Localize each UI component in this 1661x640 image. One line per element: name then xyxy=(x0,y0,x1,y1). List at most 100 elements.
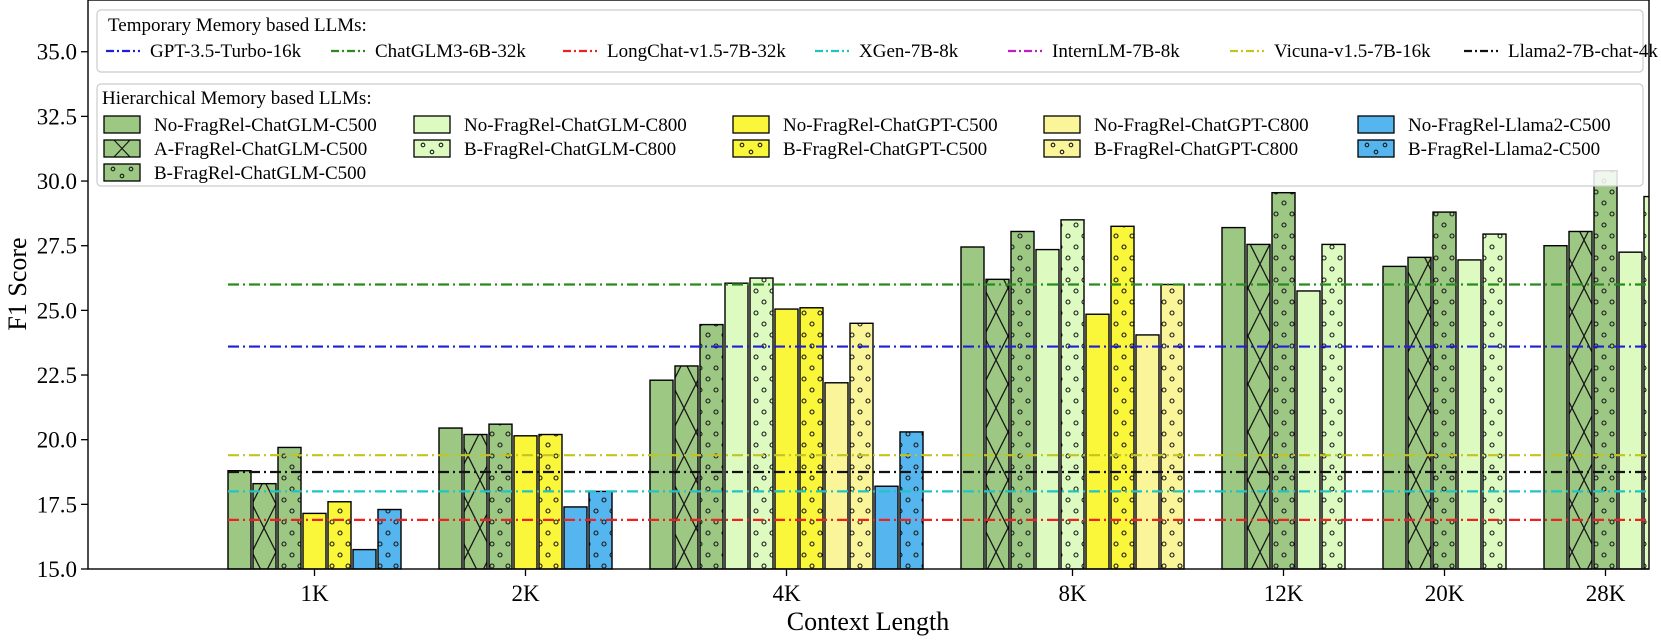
bar-no-fragrel-chatglm-c500-20k-fill xyxy=(1383,266,1406,569)
bar-b-fragrel-chatglm-c800-12k-hatch xyxy=(1322,244,1345,569)
bar-b-fragrel-chatglm-c800-28k-edge xyxy=(1643,195,1649,570)
y-tick-label: 17.5 xyxy=(37,492,77,517)
legend-swatch-edge xyxy=(413,139,451,158)
legend-swatch-dot xyxy=(1068,142,1074,148)
legend-label-no-fragrel-chatglm-c500: No-FragRel-ChatGLM-C500 xyxy=(154,115,377,136)
legend-swatch-dot xyxy=(119,173,125,179)
bar-b-fragrel-chatglm-c800-20k xyxy=(1482,233,1507,570)
legend-swatch-edge xyxy=(1043,115,1081,134)
bar-a-fragrel-chatglm-c500-1k-hatch xyxy=(253,483,276,569)
baselines-layer xyxy=(228,283,1649,521)
bar-no-fragrel-chatgpt-c500-4k xyxy=(774,308,799,570)
bar-no-fragrel-chatgpt-c500-1k-fill xyxy=(303,513,326,569)
x-tick-label: 4K xyxy=(772,581,801,606)
bar-b-fragrel-chatglm-c500-4k xyxy=(699,323,724,570)
legend-swatch-no-fragrel-llama2-c500 xyxy=(1357,115,1395,134)
bar-no-fragrel-chatglm-c500-4k xyxy=(649,379,674,570)
bar-no-fragrel-llama2-c500-1k xyxy=(352,548,377,570)
bar-b-fragrel-llama2-c500-4k xyxy=(899,431,924,570)
legend-label-llama2-7b-chat-4k: Llama2-7B-chat-4k xyxy=(1508,41,1658,62)
bar-no-fragrel-chatglm-c500-8k-fill xyxy=(961,246,984,569)
bar-b-fragrel-chatgpt-c800-4k-hatch xyxy=(850,323,873,569)
legend-swatch-b-fragrel-chatgpt-c800 xyxy=(1043,139,1081,158)
legend-label-no-fragrel-chatglm-c800: No-FragRel-ChatGLM-C800 xyxy=(464,115,687,136)
y-tick-label: 22.5 xyxy=(37,363,77,388)
bar-b-fragrel-llama2-c500-1k xyxy=(377,508,402,570)
bar-b-fragrel-chatglm-c800-28k-hatch xyxy=(1644,196,1649,569)
legend-swatch-dot xyxy=(1364,142,1370,148)
legend-swatch-dot xyxy=(757,142,763,148)
bar-b-fragrel-chatgpt-c500-4k xyxy=(799,307,824,570)
bar-no-fragrel-chatgpt-c800-8k-fill xyxy=(1136,334,1159,569)
bar-no-fragrel-llama2-c500-4k xyxy=(874,485,899,570)
bar-b-fragrel-chatglm-c800-8k xyxy=(1060,219,1085,570)
legend-swatch-dot xyxy=(739,142,745,148)
bar-a-fragrel-chatglm-c500-20k-hatch xyxy=(1408,257,1431,569)
bar-a-fragrel-chatglm-c500-1k xyxy=(252,482,277,570)
legend-swatch-edge xyxy=(413,115,451,134)
legend-label-internlm-7b-8k: InternLM-7B-8k xyxy=(1052,41,1180,62)
legend-swatch-dot xyxy=(1059,149,1065,155)
legend-swatch-no-fragrel-chatglm-c800 xyxy=(413,115,451,134)
bar-no-fragrel-chatglm-c800-20k xyxy=(1457,259,1482,570)
y-tick-label: 35.0 xyxy=(37,40,77,65)
legend-swatch-dot xyxy=(748,149,754,155)
legend-swatch-dot xyxy=(429,149,435,155)
bar-no-fragrel-chatglm-c800-4k xyxy=(724,282,749,570)
bar-b-fragrel-chatglm-c800-20k-hatch xyxy=(1483,234,1506,569)
bar-b-fragrel-chatgpt-c500-8k-hatch xyxy=(1111,226,1134,569)
bar-no-fragrel-chatglm-c500-28k-fill xyxy=(1544,245,1567,570)
legend-swatch-fill xyxy=(1044,116,1080,133)
legend-swatch-fill xyxy=(1044,140,1080,157)
bar-no-fragrel-llama2-c500-2k xyxy=(563,506,588,570)
legend-swatch-edge xyxy=(1043,139,1081,158)
y-tick-label: 15.0 xyxy=(37,557,77,582)
legend-label-xgen-7b-8k: XGen-7B-8k xyxy=(859,41,959,62)
legend-label-chatglm3-6b-32k: ChatGLM3-6B-32k xyxy=(375,41,526,62)
bar-b-fragrel-chatglm-c500-1k-hatch xyxy=(278,447,301,569)
x-tick-label: 28K xyxy=(1586,581,1626,606)
legend-label-b-fragrel-chatgpt-c500: B-FragRel-ChatGPT-C500 xyxy=(783,139,987,160)
x-tick-label: 20K xyxy=(1425,581,1465,606)
legend-swatch-edge xyxy=(732,115,770,134)
bar-b-fragrel-llama2-c500-4k-hatch xyxy=(900,431,923,569)
y-tick-label: 27.5 xyxy=(37,234,77,259)
bar-b-fragrel-chatglm-c500-8k-hatch xyxy=(1011,231,1034,569)
bar-a-fragrel-chatglm-c500-8k-hatch xyxy=(986,279,1009,569)
bar-no-fragrel-chatglm-c800-20k-fill xyxy=(1458,259,1481,569)
legend-temporary-title: Temporary Memory based LLMs: xyxy=(108,15,367,36)
legend-hierarchical-box xyxy=(96,83,1644,187)
bar-no-fragrel-llama2-c500-1k-fill xyxy=(353,549,376,569)
bar-no-fragrel-chatgpt-c500-1k xyxy=(302,512,327,570)
legend-label-longchat-v1-5-7b-32k: LongChat-v1.5-7B-32k xyxy=(607,41,786,62)
legend-swatch-dot xyxy=(110,166,116,172)
legend-label-gpt-3-5-turbo-16k: GPT-3.5-Turbo-16k xyxy=(150,41,302,62)
legend-label-b-fragrel-chatgpt-c800: B-FragRel-ChatGPT-C800 xyxy=(1094,139,1298,160)
bar-no-fragrel-chatglm-c500-2k xyxy=(438,427,463,570)
bar-a-fragrel-chatglm-c500-4k-hatch xyxy=(675,365,698,569)
bar-no-fragrel-llama2-c500-2k-fill xyxy=(564,506,587,569)
plot-frame xyxy=(87,0,1650,570)
bar-a-fragrel-chatglm-c500-12k-hatch xyxy=(1247,244,1270,569)
bar-b-fragrel-chatglm-c500-12k-hatch xyxy=(1272,192,1295,570)
bar-no-fragrel-chatglm-c800-8k xyxy=(1035,248,1060,570)
legend-label-b-fragrel-llama2-c500: B-FragRel-Llama2-C500 xyxy=(1408,139,1600,160)
bar-no-fragrel-chatgpt-c800-4k xyxy=(824,382,849,570)
bar-a-fragrel-chatglm-c500-2k-hatch xyxy=(464,434,487,569)
legend-swatch-no-fragrel-chatglm-c500 xyxy=(103,115,141,134)
legend-swatch-dot xyxy=(438,142,444,148)
bar-b-fragrel-chatglm-c500-4k-hatch xyxy=(700,324,723,569)
bar-b-fragrel-llama2-c500-1k-hatch xyxy=(378,509,401,569)
legend-swatch-dot xyxy=(128,166,134,172)
bar-no-fragrel-chatgpt-c500-4k-fill xyxy=(775,309,798,569)
legend-temporary-box xyxy=(96,9,1644,73)
bar-b-fragrel-chatglm-c500-12k xyxy=(1271,191,1296,570)
bar-b-fragrel-chatglm-c800-4k-hatch xyxy=(750,278,773,569)
legend-swatch-fill xyxy=(104,164,140,181)
bar-a-fragrel-chatglm-c500-2k xyxy=(463,433,488,570)
x-tick-label: 8K xyxy=(1058,581,1087,606)
bar-b-fragrel-chatglm-c500-1k xyxy=(277,446,302,570)
bar-no-fragrel-chatgpt-c800-8k xyxy=(1135,334,1160,570)
bar-no-fragrel-chatgpt-c800-4k-fill xyxy=(825,382,848,569)
